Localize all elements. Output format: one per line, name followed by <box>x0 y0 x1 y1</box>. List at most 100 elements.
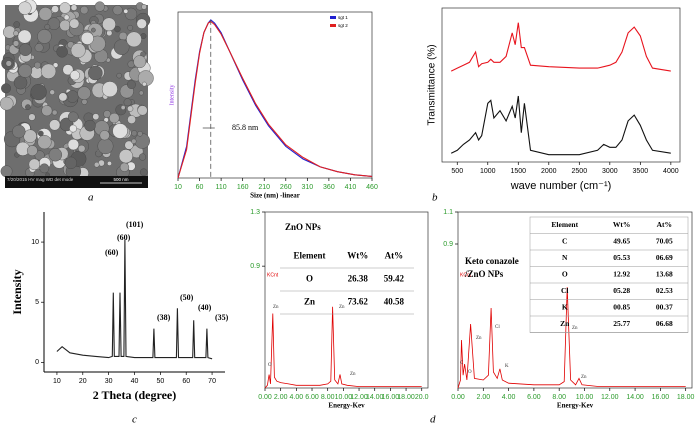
table-cell: O <box>562 269 568 278</box>
x-axis-label: Energy-Kev <box>557 402 594 410</box>
grain <box>120 105 126 110</box>
x-tick-label: 210 <box>258 184 270 191</box>
grain <box>44 23 51 30</box>
table-cell: At% <box>657 220 672 229</box>
x-tick-label: 30 <box>105 378 113 385</box>
grain <box>17 29 32 44</box>
annotation: Zn <box>339 305 345 310</box>
x-tick-label: 8.00 <box>552 394 566 401</box>
sem-image: 7/20/2015 HV mag WD det mode 500 nm <box>0 0 154 188</box>
annotation: Zn <box>273 305 279 310</box>
annotation: Zn <box>572 326 578 331</box>
y-tick-label: 0 <box>35 359 39 366</box>
grain <box>127 105 134 112</box>
grain <box>70 4 78 11</box>
grain <box>80 5 89 15</box>
grain <box>131 130 138 137</box>
table-cell: Zn <box>560 319 570 328</box>
grain <box>49 119 61 131</box>
x-tick-label: 360 <box>323 184 335 191</box>
grain <box>59 2 71 14</box>
x-tick-label: 0.00 <box>258 394 272 401</box>
table-cell: 06.69 <box>656 253 673 262</box>
table-frame <box>529 216 689 333</box>
grain <box>41 105 53 117</box>
grain <box>25 104 31 110</box>
grain <box>109 112 120 124</box>
table-cell: 49.65 <box>613 236 630 245</box>
grain <box>123 8 129 14</box>
annotation: Zn <box>581 375 587 380</box>
grain <box>51 109 58 116</box>
grain <box>12 124 26 139</box>
grain <box>38 7 53 21</box>
grain <box>67 111 79 123</box>
x-tick-label: 10 <box>174 184 182 191</box>
y-tick-label: 1.3 <box>250 209 260 216</box>
y-axis-label: Intensity <box>10 269 24 314</box>
x-tick-label: 1000 <box>480 168 496 175</box>
table-cell: O <box>306 274 313 284</box>
grain <box>0 165 13 178</box>
grain <box>34 43 44 53</box>
grain <box>34 61 41 69</box>
table-cell: Wt% <box>347 251 368 261</box>
table-cell: 70.05 <box>656 236 673 245</box>
table-cell: 25.77 <box>613 319 630 328</box>
grain <box>48 148 63 162</box>
grain <box>84 119 96 132</box>
x-tick-label: 110 <box>216 184 227 191</box>
grain <box>101 81 118 98</box>
grain <box>93 161 100 168</box>
grain <box>102 17 116 32</box>
table-cell: Cl <box>561 286 569 295</box>
y-tick-label: 0.9 <box>443 241 453 248</box>
table-cell: 02.53 <box>656 286 673 295</box>
x-axis-label: Energy-Kev <box>328 402 365 410</box>
plot-frame <box>441 7 681 163</box>
x-axis-label: 2 Theta (degree) <box>93 388 177 402</box>
grain <box>126 31 142 48</box>
grain <box>77 144 86 153</box>
panel-label: b <box>432 192 438 204</box>
x-tick-label: 260 <box>280 184 292 191</box>
grain <box>69 18 80 29</box>
y-axis-label: Intensity <box>169 85 175 106</box>
grain <box>142 81 147 87</box>
sem-scale: 500 nm <box>113 177 128 182</box>
x-axis-label: wave number (cm⁻¹) <box>510 180 612 192</box>
grain <box>39 163 50 174</box>
x-tick-label: 20.0 <box>415 394 429 401</box>
plot-frame <box>264 211 429 389</box>
table-cell: Zn <box>304 297 315 307</box>
table-cell: 40.58 <box>384 297 405 307</box>
x-tick-label: 60 <box>196 184 204 191</box>
x-tick-label: 6.00 <box>305 394 319 401</box>
annotation: (40) <box>198 303 212 312</box>
grain <box>37 29 52 44</box>
table-cell: At% <box>385 251 404 261</box>
grain <box>92 113 100 121</box>
legend-swatch <box>330 16 336 19</box>
series-line <box>56 239 213 360</box>
plot-frame <box>177 11 373 179</box>
grain <box>13 75 28 90</box>
series-line <box>457 287 686 389</box>
grain <box>97 138 114 155</box>
grain <box>112 5 123 16</box>
grain <box>28 158 41 171</box>
x-tick-label: 3500 <box>633 168 649 175</box>
plot-frame <box>457 211 693 389</box>
x-tick-label: 2000 <box>541 168 557 175</box>
x-tick-label: 10.00 <box>335 394 353 401</box>
grain <box>127 115 136 124</box>
annotation: (60) <box>105 248 119 257</box>
x-tick-label: 2.00 <box>476 394 490 401</box>
grain <box>58 92 68 102</box>
panel-label: c <box>132 414 137 426</box>
x-tick-label: 20 <box>79 378 87 385</box>
panel-label: a <box>88 192 94 204</box>
table-cell: 05.53 <box>613 253 630 262</box>
x-tick-label: 40 <box>131 378 139 385</box>
annotation: Zn <box>476 336 482 341</box>
